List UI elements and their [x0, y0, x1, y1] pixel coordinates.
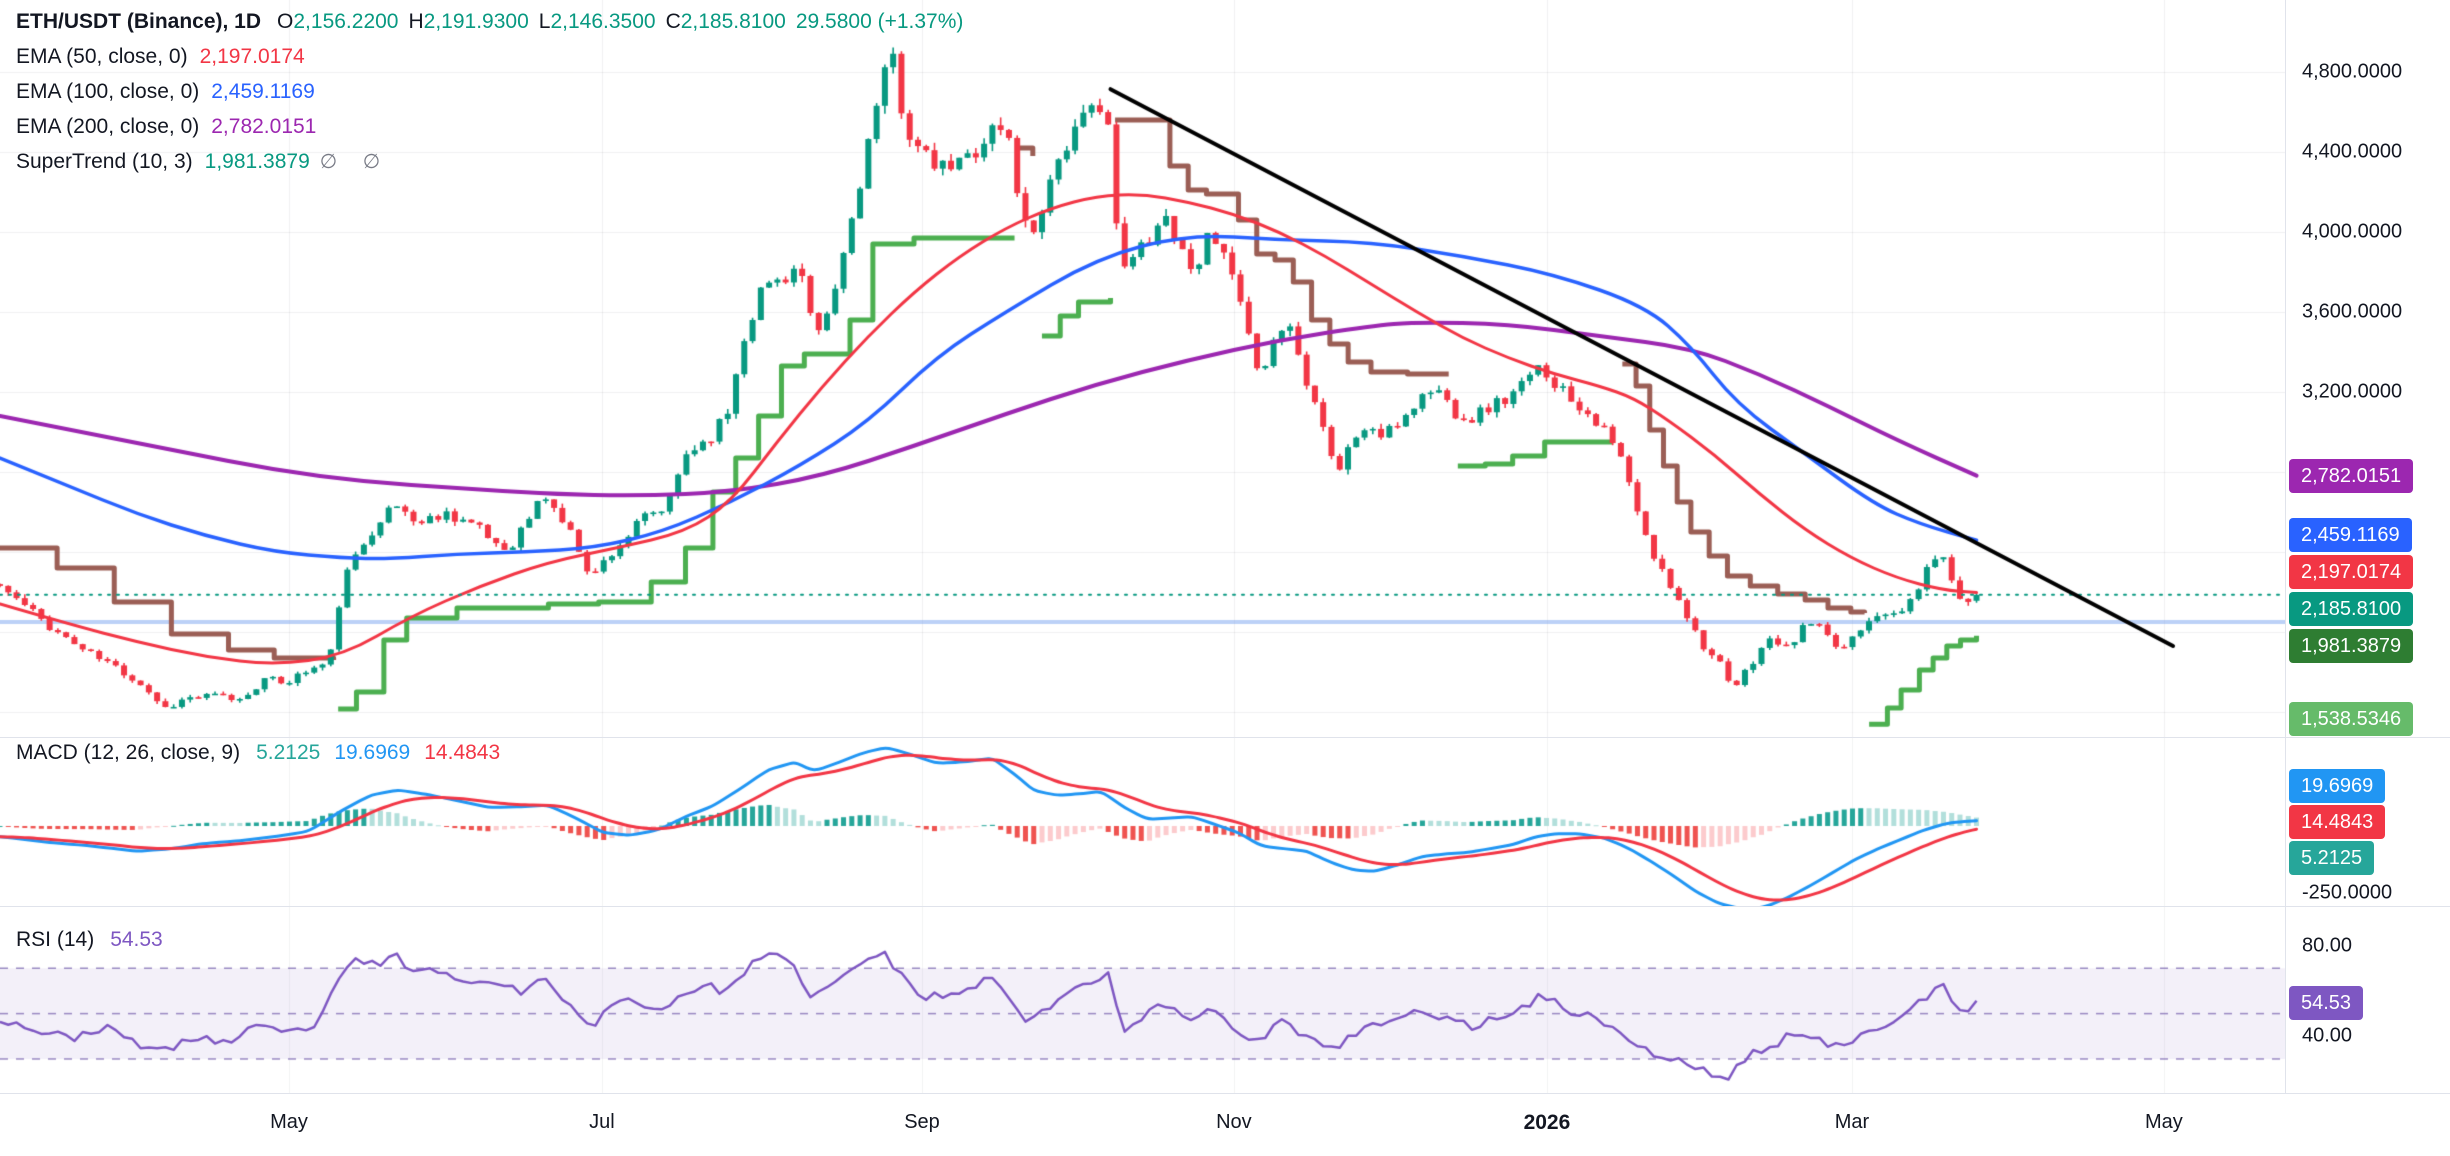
indicator-value: 1,981.3879	[204, 149, 310, 173]
indicator-legend-row[interactable]: SuperTrend (10, 3) 1,981.3879 ∅ ∅	[16, 144, 963, 179]
indicator-value: 2,459.1169	[211, 79, 315, 103]
indicator-value: 2,782.0151	[211, 114, 317, 138]
macd-badge: 5.2125	[2289, 841, 2375, 876]
indicator-label: EMA (200, close, 0)	[16, 114, 200, 138]
ohlc-pair: O2,156.2200	[277, 10, 398, 34]
rsi-indicator-title: RSI (14)	[16, 928, 95, 951]
indicator-value: 2,197.0174	[199, 44, 305, 68]
ohlc-pair: H2,191.9300	[408, 10, 528, 34]
macd-badge: 14.4843	[2289, 805, 2386, 840]
ohlc-value: 2,191.9300	[423, 9, 529, 33]
time-axis-label: Sep	[904, 1111, 940, 1133]
rsi-value: 54.53	[110, 928, 163, 951]
axis-value-label: 3,200.0000	[2302, 380, 2403, 403]
price-badge: 2,185.8100	[2289, 592, 2414, 627]
ohlc-value: 2,146.3500	[550, 9, 656, 33]
indicator-label: EMA (100, close, 0)	[16, 79, 200, 103]
symbol-legend-row[interactable]: ETH/USDT (Binance), 1D O2,156.2200 H2,191.…	[16, 4, 963, 39]
axis-value-label: 4,000.0000	[2302, 220, 2403, 243]
time-axis-label: Mar	[1834, 1111, 1870, 1133]
macd-value: 5.2125	[256, 741, 321, 764]
indicator-legend-row[interactable]: EMA (200, close, 0) 2,782.0151	[16, 109, 963, 144]
macd-indicator-title: MACD (12, 26, close, 9)	[16, 741, 241, 764]
indicator-legend-row[interactable]: EMA (100, close, 0) 2,459.1169	[16, 74, 963, 109]
ohlc-value: 2,156.2200	[293, 9, 399, 33]
ohlc-key: H	[408, 9, 424, 33]
price-badge: 2,459.1169	[2289, 518, 2412, 553]
rsi-values: 54.53	[96, 928, 163, 952]
rsi-legend[interactable]: RSI (14) 54.53	[16, 928, 163, 952]
price-badge: 1,981.3879	[2289, 629, 2414, 664]
price-badge: 1,538.5346	[2289, 702, 2414, 736]
time-axis-label: May	[270, 1111, 308, 1133]
chart-legend: ETH/USDT (Binance), 1D O2,156.2200 H2,191.…	[16, 4, 963, 179]
axis-value-label: 4,800.0000	[2302, 60, 2403, 83]
ohlc-key: C	[665, 9, 681, 33]
indicator-label: SuperTrend (10, 3)	[16, 149, 193, 173]
time-axis-label: Nov	[1216, 1111, 1252, 1133]
axis-value-label: 3,600.0000	[2302, 300, 2403, 323]
macd-rsi-panel-separator[interactable]	[0, 906, 2450, 907]
axis-value-label: 80.00	[2302, 934, 2353, 957]
axis-value-label: 4,400.0000	[2302, 140, 2403, 163]
no-data-icon: ∅ ∅	[319, 151, 391, 173]
indicator-label: EMA (50, close, 0)	[16, 44, 188, 68]
ohlc-value: 2,185.8100	[680, 9, 786, 33]
macd-badge: 19.6969	[2289, 769, 2386, 804]
rsi-chart-canvas[interactable]	[0, 907, 2285, 1093]
rsi-badge: 54.53	[2289, 986, 2364, 1021]
price-axis[interactable]: 4,800.0000 4,400.0000 4,000.0000 3,600.0000…	[2285, 0, 2450, 1093]
ohlc-key: L	[538, 9, 551, 33]
time-axis[interactable]: May Jul Sep Nov 2026 Mar May	[0, 1093, 2450, 1156]
time-axis-label: Jul	[589, 1111, 615, 1133]
axis-value-label: -250.0000	[2302, 881, 2393, 904]
time-axis-label: May	[2144, 1111, 2183, 1133]
price-badge: 2,197.0174	[2289, 555, 2414, 590]
ohlc-key: O	[277, 9, 294, 33]
ohlc-pair: C2,185.8100	[666, 10, 786, 34]
macd-chart-canvas[interactable]	[0, 738, 2285, 906]
time-axis-separator	[0, 1093, 2450, 1094]
indicator-legend-row[interactable]: EMA (50, close, 0) 2,197.0174	[16, 39, 963, 74]
macd-legend[interactable]: MACD (12, 26, close, 9) 5.2125 19.6969 14.…	[16, 741, 500, 765]
symbol-title: ETH/USDT (Binance), 1D	[16, 9, 262, 33]
macd-value: 19.6969	[334, 741, 411, 764]
ohlc-pair: L2,146.3500	[539, 10, 656, 34]
macd-values: 5.2125 19.6969 14.4843	[242, 741, 500, 765]
price-macd-panel-separator[interactable]	[0, 737, 2450, 738]
price-badge: 2,782.0151	[2289, 458, 2414, 493]
macd-value: 14.4843	[424, 741, 501, 764]
time-axis-label: 2026	[1523, 1111, 1571, 1134]
price-chart-canvas[interactable]	[0, 0, 2285, 737]
change-value: 29.5800 (+1.37%)	[795, 9, 964, 33]
axis-value-label: 40.00	[2302, 1024, 2353, 1047]
